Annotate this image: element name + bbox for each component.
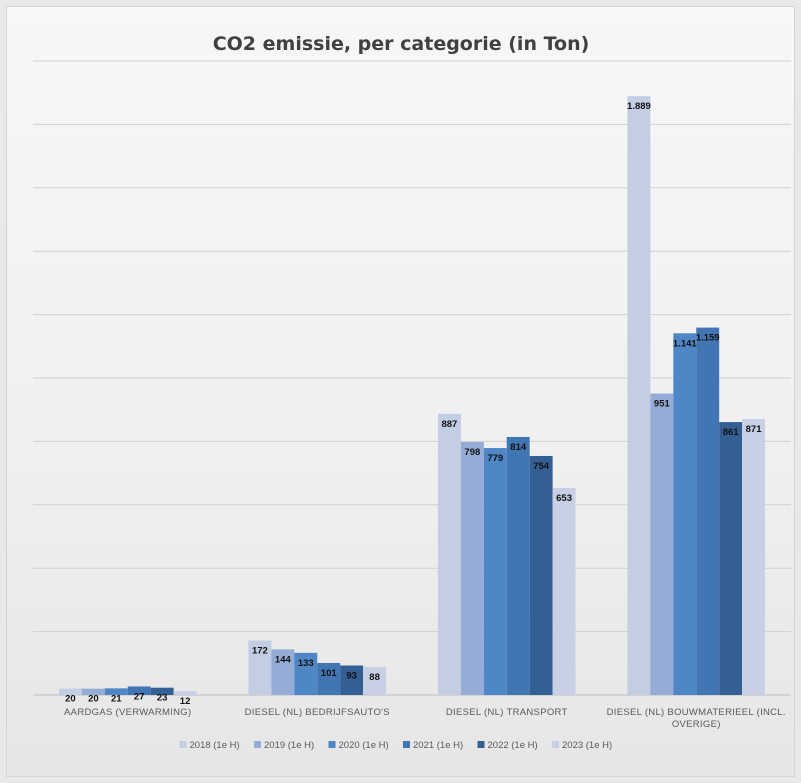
data-label: 12 [180,696,191,707]
legend-swatch [254,741,261,748]
data-label: 798 [464,447,480,458]
chart-title: CO2 emissie, per categorie (in Ton) [213,33,590,55]
data-label: 1.159 [696,333,720,344]
category-label: DIESEL (NL) BOUWMATERIEEL (INCL. [607,707,786,718]
legend-label: 2021 (1e H) [413,740,463,751]
data-label: 1.889 [627,101,651,112]
legend-swatch [552,741,559,748]
bar [506,436,530,695]
legend-label: 2022 (1e H) [488,740,538,751]
data-label: 23 [157,693,168,704]
chart-svg: CO2 emissie, per categorie (in Ton) 20 17… [33,33,791,751]
chart-area: CO2 emissie, per categorie (in Ton) 20 17… [6,6,795,777]
bar [552,487,576,695]
data-labels: 20 172 887 1.889 20 144 798 951 21 133 779 1.141 27 1… [65,101,762,707]
bar [173,691,197,695]
bar [58,688,82,695]
legend-swatch [403,741,410,748]
bar [650,393,674,695]
data-label: 887 [441,419,457,430]
bars [58,96,766,695]
legend-label: 2019 (1e H) [264,740,314,751]
legend-swatch [179,741,187,748]
category-axis-labels: AARDGAS (VERWARMING) DIESEL (NL) BEDRIJFS… [64,707,786,730]
bar [317,662,341,695]
data-label: 101 [321,668,338,679]
data-label: 754 [533,461,550,472]
category-label: DIESEL (NL) BEDRIJFSAUTO'S [245,707,390,718]
data-label: 21 [111,693,122,704]
bar [363,667,387,695]
legend-label: 2018 (1e H) [190,740,240,751]
bar [150,687,174,695]
bar [437,413,461,695]
data-label: 951 [654,399,671,410]
bar [104,688,128,695]
bar [340,665,364,695]
bar [673,333,697,695]
data-label: 861 [723,427,740,438]
bar [127,686,151,695]
data-label: 653 [556,493,572,504]
bar [742,418,766,695]
data-label: 133 [298,658,314,669]
data-label: 93 [346,671,357,682]
bar [460,442,484,695]
data-label: 814 [510,442,527,453]
data-label: 27 [134,691,145,702]
bar [294,652,318,695]
bar [81,688,105,695]
bar [719,422,743,695]
category-label: AARDGAS (VERWARMING) [64,707,191,718]
legend-label: 2020 (1e H) [339,740,389,751]
legend-swatch [328,741,336,748]
data-label: 20 [65,694,76,705]
data-label: 871 [746,424,763,435]
bar [271,649,295,695]
category-label: DIESEL (NL) TRANSPORT [446,707,568,718]
bar [248,640,272,695]
data-label: 1.141 [673,338,697,349]
bar [483,448,507,695]
data-label: 779 [487,453,503,464]
data-label: 20 [88,694,99,705]
legend: 2018 (1e H) 2019 (1e H) 2020 (1e H) 2021 (1… [179,740,612,751]
bar [529,455,553,695]
bar [627,96,651,695]
legend-swatch [477,741,485,748]
data-label: 172 [252,645,268,656]
data-label: 144 [275,654,292,665]
data-label: 88 [369,672,380,683]
bar [696,327,720,695]
legend-label: 2023 (1e H) [562,740,612,751]
category-label: OVERIGE) [672,719,721,730]
